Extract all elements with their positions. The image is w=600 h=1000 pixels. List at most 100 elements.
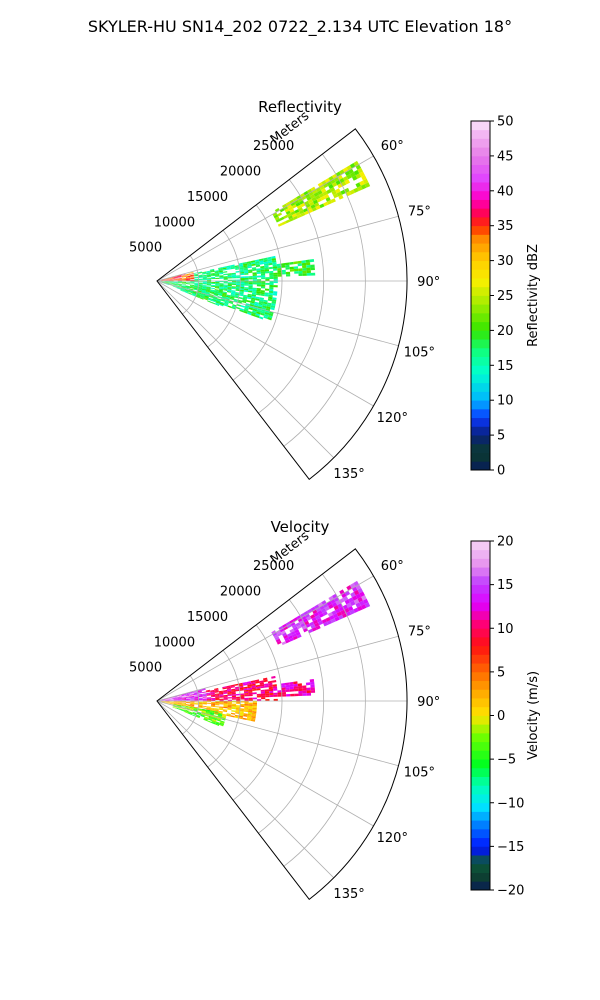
radar-gate [185,704,191,706]
radar-gate [186,278,191,279]
colorbar-segment [471,234,490,244]
colorbar-tick-label: 5 [497,665,505,680]
radar-gate [267,302,272,306]
radar-gate [243,290,249,293]
radar-gate [255,684,261,688]
radar-gate [279,208,285,213]
radar-gate [286,212,292,218]
radar-gate [206,288,211,291]
radar-gate [169,277,174,279]
radar-gate [188,290,193,293]
radar-gate [209,713,214,716]
radar-gate [265,310,270,314]
radar-gate [255,262,260,266]
radar-gate [203,718,208,721]
radar-gate [165,702,170,703]
radar-gate [181,699,187,701]
radar-gate [303,207,309,213]
radar-gate [165,699,170,701]
radar-gate [184,711,189,714]
radar-gate [254,301,259,305]
radar-gate [188,711,193,714]
radar-gate [197,290,202,293]
radar-gate [248,282,253,285]
radar-gate [244,693,249,695]
radar-gate [193,693,199,696]
radar-gate [334,616,340,622]
radar-gate [298,270,303,274]
radar-gate [315,625,321,630]
radar-gate [263,679,268,683]
radar-gate [307,608,313,614]
radar-gate [198,697,203,699]
radar-gate [306,196,312,201]
radar-gate [201,710,206,713]
radar-gate [355,602,361,608]
range-ring [283,573,366,867]
radar-gate [326,181,332,187]
radar-gate [233,298,239,302]
radar-gate [222,268,227,271]
radar-gate [230,712,236,715]
radar-gate [240,273,245,276]
radar-gate [216,718,222,721]
radar-gate [194,695,199,698]
radar-gate [227,288,232,291]
radar-gate [219,723,224,727]
radar-gate [285,210,291,215]
radar-gate [252,310,257,314]
radar-gate [177,284,182,287]
radar-gate [181,281,187,283]
radar-gate [247,686,252,689]
radar-gate [208,295,214,299]
radar-gate [227,285,232,288]
radar-gate [202,695,207,698]
radar-gate [317,190,323,195]
radial-tick-label: 10000 [154,635,195,650]
radar-gate [189,706,195,708]
radar-gate [291,204,297,209]
radar-gate [218,710,223,713]
radar-gate [169,703,174,705]
radar-gate [226,685,231,688]
radar-gate [212,297,218,300]
radar-gate [206,272,211,275]
radar-gate [240,305,246,308]
radar-gate [347,606,354,612]
radar-gate [221,296,227,299]
radar-gate [239,294,244,297]
radar-gate [256,289,261,292]
radar-gate [173,279,178,280]
radar-gate [299,200,305,205]
radar-gate [310,267,315,271]
radar-gate [173,699,178,700]
radar-gate [203,298,208,301]
radar-gate [180,709,185,711]
radar-gate [242,261,247,265]
radar-gate [184,290,189,292]
radar-gate [227,702,232,704]
radar-gate [223,705,228,708]
colorbar-segment [471,567,490,577]
radar-gate [181,285,186,288]
radar-gate [227,283,232,285]
radar-gate [247,310,253,314]
radar-gate [240,286,245,289]
radar-gate [211,299,217,303]
radar-gate [269,274,274,278]
radar-gate [227,282,232,284]
radar-gate [169,281,174,283]
radar-gate [169,282,174,284]
radar-gate [204,296,209,299]
radar-gate [173,698,178,700]
radar-gate [231,707,236,710]
radar-gate [248,275,253,278]
radar-gate [227,708,232,711]
radar-gate [165,281,170,283]
radar-gate [277,694,282,697]
radar-gate [173,276,178,278]
radar-gate [173,697,178,699]
radar-gate [193,693,199,695]
radar-gate [316,617,322,623]
radar-gate [190,705,195,707]
